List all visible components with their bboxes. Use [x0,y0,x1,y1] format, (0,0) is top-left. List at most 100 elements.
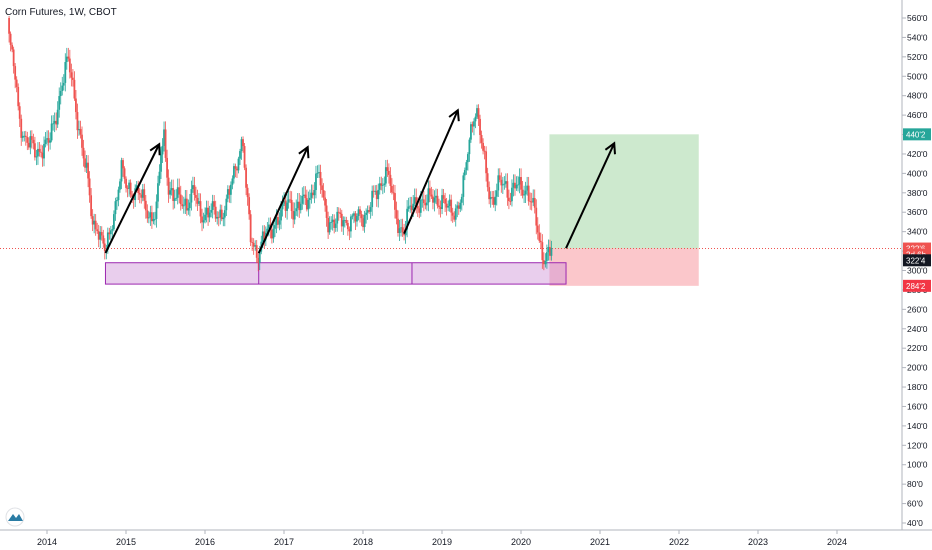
chart-title: Corn Futures, 1W, CBOT [5,7,117,18]
candle-body [178,187,181,195]
candle-body [185,198,188,211]
candle-body [281,203,284,210]
candle-body [193,185,196,196]
candle-body [438,205,440,208]
candle-body [11,44,14,50]
candle-body [331,219,334,222]
candle-body [363,214,366,228]
y-tick-label: 340'0 [907,227,928,237]
candle-body [319,171,322,186]
candle-body [360,214,363,219]
candle-body [116,200,118,202]
candle-body [99,232,102,240]
candle-body [152,219,155,222]
candle-body [94,220,97,230]
candle-body [468,139,471,155]
candle-body [184,198,187,206]
candle-body [56,109,59,125]
candle-body [500,179,503,186]
candle-body [462,175,465,197]
candle-body [366,210,369,213]
y-tick-label: 420'0 [907,149,928,159]
candle-body [52,123,55,125]
candle-body [202,220,205,223]
candle-body [421,199,424,201]
candle-body [463,170,466,176]
candle-body [231,178,234,185]
overlay-layer [104,108,616,254]
candle-body [274,225,276,229]
x-tick-label: 2021 [590,537,610,547]
y-tick-label: 520'0 [907,52,928,62]
candle-body [501,184,504,186]
candle-body [310,192,313,198]
candle-body [284,200,287,211]
candle-body [225,198,228,211]
candle-body [325,205,328,218]
candle-body [161,145,164,155]
candle-body [336,211,339,224]
candle-body [498,175,501,180]
candle-body [132,197,135,201]
candle-body [248,197,251,215]
candle-body [298,201,301,211]
candle-body [196,197,199,204]
candle-body [473,121,475,127]
candle-body [342,220,345,227]
candle-body [280,209,282,221]
candle-body [433,197,436,203]
candle-body [109,230,112,235]
candle-body [386,167,389,171]
candle-body [359,209,361,215]
candle-body [539,240,542,243]
candle-body [518,177,521,185]
candle-body [430,194,433,197]
candle-body [436,195,439,206]
trend-arrow [403,109,459,234]
candle-body [495,190,498,197]
candle-body [243,146,246,168]
candle-body [211,201,214,210]
candle-body [418,208,421,213]
y-tick-label: 160'0 [907,401,928,411]
candle-body [111,229,114,231]
candle-body [541,242,544,261]
tradingview-logo-icon[interactable] [5,507,25,527]
candle-body [470,124,472,140]
candle-body [401,227,404,233]
candle-body [454,208,457,220]
candle-body [503,183,506,185]
candle-body [169,190,172,195]
candle-body [450,199,453,213]
candle-body [41,152,44,159]
candle-body [114,201,117,215]
candle-body [529,201,532,203]
candles-layer [8,16,553,272]
candle-body [412,203,415,211]
candle-body [334,223,337,228]
candle-body [29,136,32,148]
candle-body [149,212,152,218]
y-tick-label: 180'0 [907,382,928,392]
x-axis[interactable]: 2014 2015 2016 2017 2018 2019 2020 2021 2022 2023… [37,530,847,547]
candle-body [50,123,53,141]
candle-body [407,206,410,209]
y-tick-label: 400'0 [907,168,928,178]
y-tick-label: 560'0 [907,13,928,23]
candle-body [236,168,238,171]
candle-body [380,183,383,186]
candle-body [356,216,358,222]
candle-body [351,215,354,217]
candle-body [305,198,308,210]
y-tick-label: 240'0 [907,324,928,334]
candle-body [406,208,409,230]
candle-body [255,245,258,258]
y-tick-label: 360'0 [907,207,928,217]
candle-body [403,232,405,236]
candle-body [465,162,468,171]
y-tick-label: 120'0 [907,440,928,450]
candle-body [141,189,144,198]
candle-body [447,206,450,208]
target-price-badge: 440'2 [906,130,926,139]
trend-arrow [257,146,309,254]
